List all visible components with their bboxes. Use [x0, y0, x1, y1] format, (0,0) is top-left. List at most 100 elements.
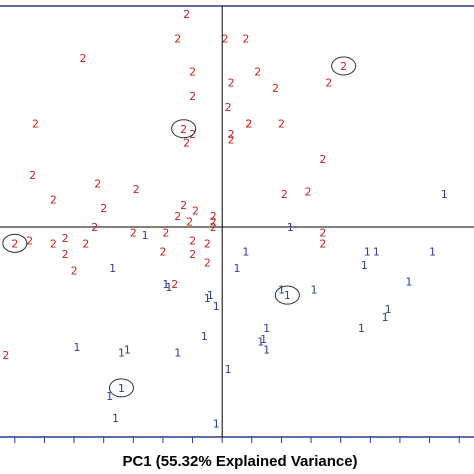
- data-point-2: 2: [189, 235, 196, 248]
- data-point-2: 2: [210, 210, 217, 223]
- data-point-2: 2: [162, 226, 169, 239]
- data-point-2: 2: [183, 8, 190, 21]
- circled-point-2: 2: [2, 233, 28, 253]
- data-point-2: 2: [174, 33, 181, 46]
- data-point-1: 1: [234, 262, 241, 275]
- circled-point-label: 1: [284, 289, 291, 302]
- data-point-2: 2: [189, 65, 196, 78]
- data-point-1: 1: [429, 246, 436, 259]
- data-point-1: 1: [373, 246, 380, 259]
- data-point-2: 2: [186, 216, 193, 229]
- data-point-2: 2: [159, 246, 166, 259]
- data-point-2: 2: [281, 188, 288, 201]
- data-point-1: 1: [263, 322, 270, 335]
- data-point-2: 2: [133, 183, 140, 196]
- data-point-2: 2: [319, 237, 326, 250]
- data-point-2: 2: [254, 65, 261, 78]
- data-point-2: 2: [171, 278, 178, 291]
- data-point-1: 1: [364, 246, 371, 259]
- data-point-1: 1: [311, 284, 318, 297]
- data-point-1: 1: [257, 336, 264, 349]
- data-point-1: 1: [225, 363, 232, 376]
- circled-point-2: 2: [171, 119, 197, 139]
- data-point-2: 2: [272, 82, 279, 95]
- data-point-2: 2: [210, 216, 217, 229]
- data-point-2: 2: [192, 205, 199, 218]
- data-point-2: 2: [50, 237, 57, 250]
- data-point-1: 1: [106, 390, 113, 403]
- data-point-1: 1: [74, 341, 81, 354]
- data-point-1: 1: [124, 344, 131, 357]
- data-point-2: 2: [32, 117, 39, 130]
- circled-point-1: 1: [274, 285, 300, 305]
- data-point-2: 2: [225, 101, 232, 114]
- data-point-2: 2: [180, 199, 187, 212]
- data-point-2: 2: [222, 33, 229, 46]
- data-point-2: 2: [204, 237, 211, 250]
- circled-point-label: 1: [118, 382, 125, 395]
- data-point-2: 2: [204, 256, 211, 269]
- data-point-2: 2: [183, 136, 190, 149]
- data-point-1: 1: [162, 278, 169, 291]
- data-point-1: 1: [112, 412, 119, 425]
- data-point-2: 2: [228, 76, 235, 89]
- data-point-1: 1: [204, 292, 211, 305]
- data-point-2: 2: [100, 202, 107, 215]
- data-point-1: 1: [207, 289, 214, 302]
- data-point-2: 2: [174, 210, 181, 223]
- highlight-circle: [108, 378, 134, 398]
- data-point-2: 2: [278, 117, 285, 130]
- data-point-2: 2: [29, 169, 36, 182]
- data-point-1: 1: [385, 303, 392, 316]
- data-point-1: 1: [109, 262, 116, 275]
- data-point-1: 1: [213, 417, 220, 430]
- data-point-2: 2: [228, 134, 235, 147]
- data-point-1: 1: [201, 330, 208, 343]
- data-point-2: 2: [228, 128, 235, 141]
- circled-point-label: 2: [11, 237, 18, 250]
- data-point-2: 2: [305, 185, 312, 198]
- data-point-2: 2: [79, 52, 86, 65]
- data-point-2: 2: [62, 248, 69, 261]
- data-point-1: 1: [213, 300, 220, 313]
- data-point-2: 2: [319, 153, 326, 166]
- data-point-1: 1: [358, 322, 365, 335]
- data-point-1: 1: [361, 259, 368, 272]
- data-point-2: 2: [26, 235, 33, 248]
- highlight-circle: [274, 285, 300, 305]
- data-point-2: 2: [82, 237, 89, 250]
- data-point-1: 1: [174, 346, 181, 359]
- data-point-2: 2: [325, 76, 332, 89]
- data-point-2: 2: [319, 226, 326, 239]
- data-point-1: 1: [287, 221, 294, 234]
- data-point-1: 1: [382, 311, 389, 324]
- data-point-1: 1: [118, 346, 125, 359]
- highlight-circle: [171, 119, 197, 139]
- x-axis-label: PC1 (55.32% Explained Variance): [122, 453, 357, 470]
- data-point-1: 1: [278, 284, 285, 297]
- data-point-1: 1: [260, 333, 267, 346]
- data-point-2: 2: [245, 117, 252, 130]
- circled-point-2: 2: [331, 56, 357, 76]
- data-point-1: 1: [242, 246, 249, 259]
- data-point-1: 1: [441, 188, 448, 201]
- data-point-2: 2: [242, 33, 249, 46]
- data-point-2: 2: [189, 248, 196, 261]
- data-point-2: 2: [94, 177, 101, 190]
- highlight-circle: [331, 56, 357, 76]
- data-point-1: 1: [405, 276, 412, 289]
- data-point-1: 1: [263, 344, 270, 357]
- data-point-2: 2: [210, 221, 217, 234]
- data-point-1: 1: [165, 281, 172, 294]
- data-point-2: 2: [50, 194, 57, 207]
- data-point-2: 2: [91, 221, 98, 234]
- data-point-2: 2: [189, 90, 196, 103]
- circled-point-label: 2: [180, 123, 187, 136]
- highlight-circle: [2, 233, 28, 253]
- data-point-2: 2: [2, 349, 9, 362]
- circled-point-1: 1: [108, 378, 134, 398]
- data-point-2: 2: [71, 265, 78, 278]
- data-point-2: 2: [245, 117, 252, 130]
- circled-point-label: 2: [340, 60, 347, 73]
